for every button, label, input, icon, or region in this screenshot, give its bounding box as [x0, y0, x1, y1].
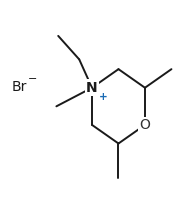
Text: Br: Br: [11, 80, 27, 94]
Text: −: −: [28, 74, 37, 84]
Text: O: O: [139, 118, 150, 132]
Text: +: +: [99, 92, 107, 101]
Text: N: N: [86, 81, 98, 95]
